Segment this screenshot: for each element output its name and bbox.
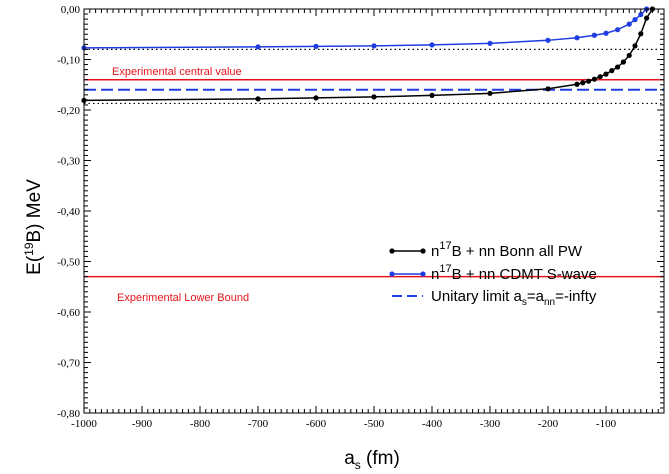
- series-point-0: [644, 15, 650, 21]
- y-axis-title-post: B) MeV: [24, 179, 45, 243]
- series-point-0: [603, 71, 609, 77]
- x-tick-label: -800: [190, 418, 211, 430]
- legend-cdmt-pre: n: [431, 266, 439, 283]
- series-point-0: [609, 68, 615, 74]
- series-point-1: [545, 37, 551, 43]
- series-point-0: [545, 86, 551, 92]
- series-point-1: [574, 35, 580, 41]
- y-axis-title-sup: 19: [22, 242, 36, 256]
- legend: n17B + nn Bonn all PW n17B + nn CDMT S-w…: [389, 240, 597, 308]
- series-point-0: [586, 78, 592, 84]
- legend-cdmt-sup: 17: [439, 263, 451, 275]
- y-tick-label: -0,70: [57, 358, 80, 370]
- legend-unitary-sub1: s: [522, 297, 527, 308]
- series-line-0: [83, 8, 654, 102]
- series-point-1: [371, 43, 377, 49]
- series-point-0: [487, 90, 493, 96]
- x-axis-title: as (fm): [344, 448, 400, 472]
- y-tick-label: -0,60: [57, 307, 80, 319]
- y-axis-title-pre: E(: [24, 255, 45, 275]
- x-tick-label: -900: [132, 418, 153, 430]
- series-point-0: [255, 96, 261, 102]
- y-tick-label: -0,80: [57, 408, 80, 420]
- legend-unitary-pre: Unitary limit a: [431, 288, 523, 305]
- series-point-1: [429, 42, 435, 48]
- legend-marker-bonn-left: [389, 248, 395, 254]
- legend-marker-bonn-right: [420, 248, 426, 254]
- series-point-1: [313, 43, 319, 49]
- series-point-0: [591, 76, 598, 82]
- x-tick-label: -500: [364, 418, 385, 430]
- series-point-0: [626, 52, 632, 59]
- series-point-0: [574, 81, 580, 87]
- y-tick-label: -0,10: [57, 55, 80, 67]
- x-tick-label: -200: [538, 418, 559, 430]
- legend-bonn-sup: 17: [439, 240, 451, 252]
- series-point-1: [255, 44, 261, 50]
- legend-unitary-sub2: nn: [544, 297, 555, 308]
- series-point-0: [620, 59, 627, 65]
- series-point-1: [615, 27, 621, 33]
- series-point-0: [429, 92, 435, 98]
- legend-cdmt-post: B + nn CDMT S-wave: [452, 266, 597, 283]
- x-axis-title-tail: (fm): [361, 448, 400, 469]
- x-tick-label: -700: [248, 418, 269, 430]
- y-axis-title: E(19B) MeV: [22, 179, 45, 275]
- plot-frame: [83, 8, 665, 414]
- annotation-lower-bound: Experimental Lower Bound: [117, 292, 249, 304]
- series-point-1: [632, 17, 638, 23]
- x-tick-label: -300: [480, 418, 501, 430]
- legend-bonn-pre: n: [431, 243, 439, 260]
- annotation-central-value: Experimental central value: [112, 66, 242, 78]
- series-point-0: [371, 94, 377, 100]
- legend-label-cdmt: n17B + nn CDMT S-wave: [431, 263, 597, 283]
- series-point-1: [487, 40, 493, 46]
- series-point-0: [615, 64, 621, 70]
- series-point-1: [603, 30, 609, 36]
- y-tick-label: -0,30: [57, 156, 80, 168]
- series-point-0: [638, 31, 644, 37]
- x-tick-label: -100: [596, 418, 617, 430]
- legend-label-unitary: Unitary limit as=ann=-infty: [431, 288, 597, 308]
- x-tick-label: -600: [306, 418, 327, 430]
- x-axis-title-main: a: [344, 448, 355, 469]
- legend-bonn-post: B + nn Bonn all PW: [452, 243, 583, 260]
- y-tick-label: -0,40: [57, 206, 80, 218]
- series-point-0: [632, 43, 638, 49]
- plot-area: [81, 6, 664, 278]
- series-point-1: [626, 21, 632, 27]
- series-point-1: [591, 32, 598, 38]
- legend-unitary-post: =-infty: [555, 288, 597, 305]
- y-tick-label: -0,50: [57, 257, 80, 269]
- series-point-0: [597, 74, 603, 80]
- series-point-0: [313, 95, 319, 101]
- y-tick-label: -0,20: [57, 105, 80, 117]
- series-point-1: [638, 11, 644, 18]
- legend-label-bonn: n17B + nn Bonn all PW: [431, 240, 583, 260]
- series-line-1: [83, 8, 648, 49]
- y-tick-label: 0,00: [61, 4, 81, 16]
- legend-unitary-mid: =a: [527, 288, 545, 305]
- series-point-0: [580, 80, 586, 86]
- legend-marker-cdmt-right: [420, 271, 426, 277]
- x-axis-title-sub: s: [355, 458, 361, 472]
- tick-labels: -1000 -900 -800 -700 -600 -500 -400 -300 -200 -10…: [57, 4, 616, 430]
- legend-marker-cdmt-left: [389, 271, 395, 277]
- x-tick-label: -1000: [71, 418, 97, 430]
- x-tick-label: -400: [422, 418, 443, 430]
